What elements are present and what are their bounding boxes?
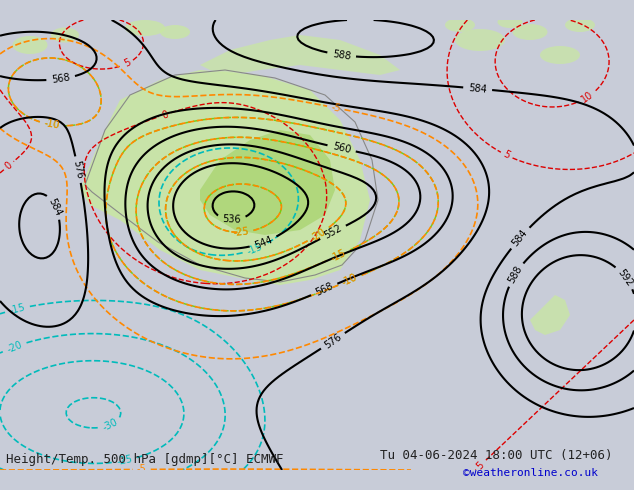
Text: -25: -25 <box>232 226 249 238</box>
Polygon shape <box>200 130 335 235</box>
Text: 560: 560 <box>332 142 352 155</box>
Ellipse shape <box>498 16 522 28</box>
Ellipse shape <box>13 36 48 54</box>
Text: 568: 568 <box>314 281 335 298</box>
Ellipse shape <box>512 24 548 40</box>
Ellipse shape <box>455 29 505 51</box>
Text: -20: -20 <box>309 226 328 243</box>
Text: -10: -10 <box>340 272 359 288</box>
Text: 5: 5 <box>475 460 486 471</box>
Text: -20: -20 <box>309 226 328 243</box>
Text: 568: 568 <box>51 73 70 85</box>
Text: Height/Temp. 500 hPa [gdmp][°C] ECMWF: Height/Temp. 500 hPa [gdmp][°C] ECMWF <box>6 453 284 466</box>
Text: -5: -5 <box>137 465 146 474</box>
Text: Tu 04-06-2024 18:00 UTC (12+06): Tu 04-06-2024 18:00 UTC (12+06) <box>380 448 613 462</box>
Text: -10: -10 <box>340 272 359 288</box>
Text: 544: 544 <box>253 234 274 250</box>
Text: 5: 5 <box>501 149 512 161</box>
Text: -5: -5 <box>330 102 342 114</box>
Text: 592: 592 <box>616 267 634 288</box>
Text: -20: -20 <box>5 339 23 354</box>
Polygon shape <box>200 35 400 75</box>
Ellipse shape <box>125 20 165 36</box>
Ellipse shape <box>540 46 580 64</box>
Polygon shape <box>530 295 570 335</box>
Ellipse shape <box>565 18 595 32</box>
Ellipse shape <box>51 27 79 43</box>
Text: -30: -30 <box>101 417 119 433</box>
Text: -15: -15 <box>330 247 348 264</box>
Ellipse shape <box>160 25 190 39</box>
Text: 552: 552 <box>323 223 344 241</box>
Text: 588: 588 <box>507 264 524 285</box>
Text: 576: 576 <box>72 160 85 180</box>
Text: 5: 5 <box>122 57 133 69</box>
Polygon shape <box>80 70 370 285</box>
Text: -15: -15 <box>330 247 348 264</box>
Text: -25: -25 <box>115 454 133 467</box>
Text: 584: 584 <box>47 196 63 217</box>
Text: ©weatheronline.co.uk: ©weatheronline.co.uk <box>463 468 598 478</box>
Text: 10: 10 <box>580 89 595 104</box>
Text: -10: -10 <box>44 119 61 131</box>
Text: -15: -15 <box>245 242 264 257</box>
Text: 536: 536 <box>222 214 241 225</box>
Text: -15: -15 <box>8 302 26 316</box>
Text: 0: 0 <box>3 160 15 172</box>
Text: 0: 0 <box>160 109 169 121</box>
Text: -10: -10 <box>44 119 61 131</box>
Ellipse shape <box>445 18 475 32</box>
Text: 588: 588 <box>332 49 351 61</box>
Text: -25: -25 <box>232 226 249 238</box>
Text: 576: 576 <box>323 331 344 350</box>
Text: 584: 584 <box>468 83 488 95</box>
Text: 584: 584 <box>510 227 530 248</box>
